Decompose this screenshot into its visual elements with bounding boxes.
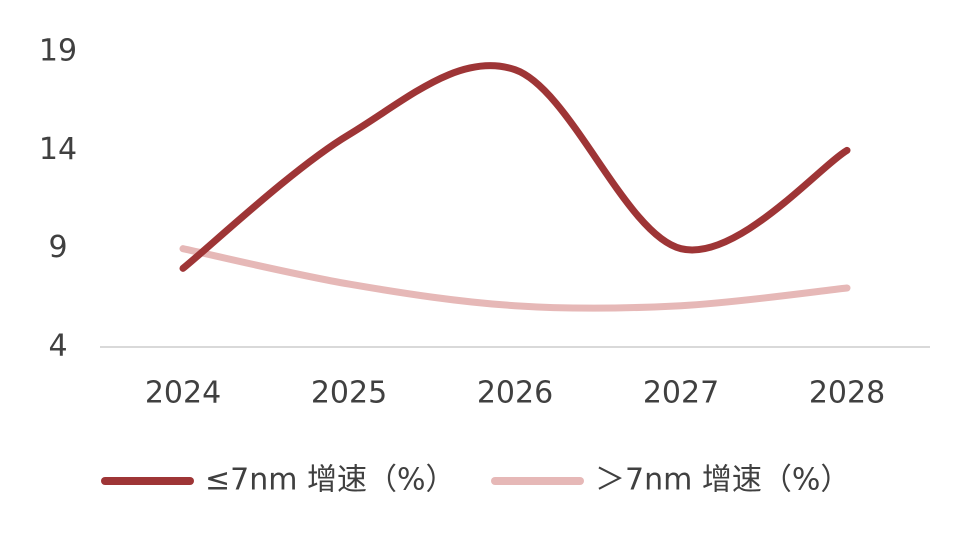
legend-label: ＞7nm 增速（%） <box>595 463 850 498</box>
x-tick-label: 2027 <box>643 376 719 411</box>
y-tick-label: 9 <box>48 230 67 265</box>
x-tick-label: 2028 <box>809 376 885 411</box>
legend-label: ≤7nm 增速（%） <box>205 463 456 498</box>
x-tick-label: 2024 <box>145 376 221 411</box>
series-line <box>179 245 851 312</box>
series-line <box>179 62 851 272</box>
x-tick-label: 2026 <box>477 376 553 411</box>
x-tick-label: 2025 <box>311 376 387 411</box>
y-tick-label: 4 <box>48 329 67 364</box>
y-tick-label: 14 <box>39 132 77 167</box>
y-tick-label: 19 <box>39 34 77 69</box>
